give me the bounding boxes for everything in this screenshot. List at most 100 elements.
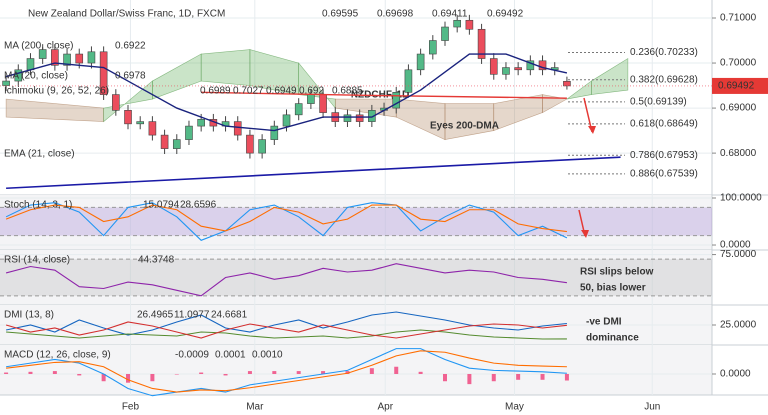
y-tick-label: 0.71000 <box>720 13 757 24</box>
candle-body <box>160 134 169 149</box>
histogram-bar <box>394 366 399 374</box>
histogram-bar <box>77 373 82 376</box>
legend-value: 28.6596 <box>180 200 217 211</box>
annotation: RSI slips below <box>580 267 654 278</box>
candle-body <box>14 69 23 82</box>
legend-value: 0.0001 <box>215 350 246 361</box>
fib-label: 0.786(0.67953) <box>630 150 698 161</box>
histogram-bar <box>52 371 57 374</box>
y-tick-label: 0.69000 <box>720 103 757 114</box>
ichimoku-cloud <box>591 58 629 95</box>
candle-body <box>453 19 461 28</box>
candle-body <box>477 28 486 59</box>
ohlc-value: 0.69492 <box>487 9 524 20</box>
candle-body <box>270 125 279 140</box>
candle-body <box>2 80 10 86</box>
candle-body <box>343 114 352 122</box>
indicator-line <box>5 321 567 339</box>
x-tick-label: May <box>505 402 524 413</box>
candle-body <box>75 53 84 64</box>
candle-body <box>185 125 193 140</box>
indicator-line <box>5 204 567 233</box>
legend-value: 15.0794 <box>143 200 180 211</box>
histogram-bar <box>516 373 521 380</box>
y-tick-label: 75.0000 <box>720 249 757 260</box>
histogram-bar <box>126 373 131 383</box>
histogram-bar <box>321 371 326 374</box>
histogram-bar <box>345 371 350 374</box>
histogram-bar <box>296 371 301 374</box>
fib-label: 0.618(0.68649) <box>630 119 698 130</box>
arrow-head <box>581 230 589 238</box>
legend-value: 0.0010 <box>252 350 283 361</box>
candle-body <box>514 67 522 71</box>
histogram-bar <box>247 371 252 374</box>
ichimoku-cloud <box>542 94 568 114</box>
y-tick-label: 0.0000 <box>720 240 751 251</box>
legend-name: EMA (21, close) <box>4 149 75 160</box>
histogram-bar <box>4 372 9 374</box>
candle-body <box>282 114 291 127</box>
candle-body <box>368 110 376 122</box>
candle-body <box>319 94 327 113</box>
ichimoku-cloud <box>200 49 251 86</box>
panel-background <box>0 250 712 305</box>
candle-body <box>197 119 205 127</box>
moving-average <box>201 91 567 99</box>
histogram-bar <box>467 373 472 385</box>
candle-body <box>87 51 96 64</box>
candle-body <box>489 58 498 75</box>
ohlc-value: 0.69698 <box>377 9 414 20</box>
fib-label: 0.382(0.69628) <box>630 74 698 85</box>
candle-body <box>526 60 535 71</box>
fib-label: 0.236(0.70233) <box>630 47 698 58</box>
candle-body <box>26 58 35 71</box>
indicator-title: DMI (13, 8) <box>4 310 54 321</box>
legend-value: -0.0009 <box>175 350 209 361</box>
legend-value: 11.0977 <box>174 310 210 321</box>
fib-label: 0.5(0.69139) <box>630 96 687 107</box>
annotation: Eyes 200-DMA <box>430 121 499 132</box>
histogram-bar <box>223 373 228 376</box>
indicator-title: Stoch (14, 3, 1) <box>4 200 72 211</box>
x-tick-label: Mar <box>246 402 264 413</box>
y-tick-label: 0.0000 <box>720 369 751 380</box>
y-tick-label: 0.70000 <box>720 58 757 69</box>
x-tick-label: Feb <box>122 402 140 413</box>
histogram-bar <box>564 373 569 381</box>
band <box>0 207 712 236</box>
candle-body <box>112 94 120 111</box>
price-tag-label: 0.69492 <box>718 81 755 92</box>
annotation: 50, bias lower <box>580 283 646 294</box>
candle-body <box>441 26 449 41</box>
histogram-bar <box>540 373 545 380</box>
indicator-line <box>5 202 568 241</box>
fib-label: 0.886(0.67539) <box>630 169 698 180</box>
candle-body <box>563 80 571 87</box>
x-tick-label: Jun <box>644 402 660 413</box>
legend-value: 24.6681 <box>211 310 248 321</box>
candle-body <box>465 19 474 30</box>
candle-body <box>404 69 413 93</box>
legend-value: 0.6922 <box>115 41 146 52</box>
panel-backgrounds <box>0 0 768 396</box>
y-tick-label: 0.68000 <box>720 148 757 159</box>
candle-body <box>429 40 437 55</box>
annotation: -ve DMI <box>586 317 622 328</box>
y-tick-label: 25.0000 <box>720 320 757 331</box>
x-tick-label: Apr <box>377 402 393 413</box>
histogram-bar <box>174 373 179 375</box>
legend-name: MA (200, close) <box>4 41 73 52</box>
indicator-line <box>6 350 567 393</box>
candle-body <box>538 60 547 71</box>
candle-body <box>233 121 242 136</box>
indicator-title: RSI (14, close) <box>4 255 70 266</box>
legend-value: 0.6949 <box>266 86 297 97</box>
legend-value: 0.6978 <box>115 71 146 82</box>
chart-title: New Zealand Dollar/Swiss Franc, 1D, FXCM <box>28 9 225 20</box>
histogram-bar <box>418 371 423 374</box>
candle-body <box>246 134 254 154</box>
y-tick-label: 100.0000 <box>720 193 762 204</box>
candle-body <box>355 114 364 122</box>
